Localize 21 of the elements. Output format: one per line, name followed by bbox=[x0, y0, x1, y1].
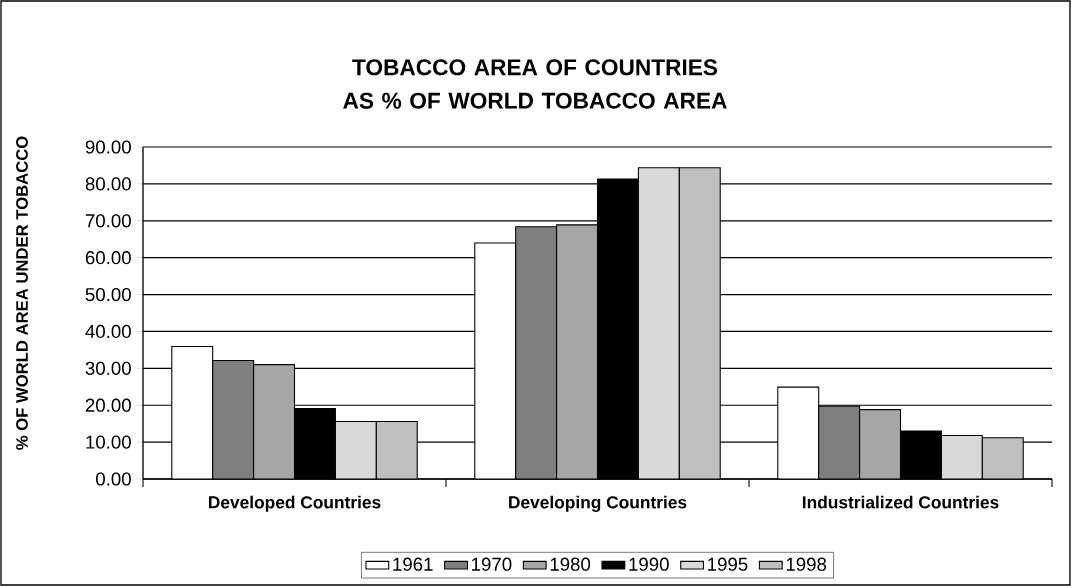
x-tick-label: Developed Countries bbox=[208, 495, 381, 512]
chart-title: TOBACCO AREA OF COUNTRIES AS % OF WORLD TOBACCO AREA bbox=[343, 59, 727, 109]
y-axis-title: % OF WORLD AREA UNDER TOBACCO bbox=[16, 136, 28, 450]
legend-label: 1961 bbox=[393, 557, 433, 571]
legend-label: 1980 bbox=[550, 557, 591, 571]
y-tick-label: 90.00 bbox=[85, 140, 131, 154]
y-tick-label: 0.00 bbox=[96, 472, 131, 486]
legend-label: 1995 bbox=[708, 557, 748, 571]
x-tick-label: Developing Countries bbox=[509, 495, 687, 512]
y-tick-label: 10.00 bbox=[86, 435, 131, 449]
y-tick-label: 70.00 bbox=[85, 214, 131, 228]
y-tick-label: 80.00 bbox=[85, 177, 131, 191]
legend-label: 1998 bbox=[786, 557, 827, 571]
legend-label: 1970 bbox=[472, 557, 512, 571]
y-tick-label: 50.00 bbox=[85, 287, 131, 302]
y-tick-label: 60.00 bbox=[85, 251, 131, 265]
y-tick-label: 20.00 bbox=[85, 398, 131, 412]
y-tick-label: 40.00 bbox=[85, 324, 131, 339]
y-tick-label: 30.00 bbox=[85, 361, 131, 375]
legend-label: 1990 bbox=[629, 557, 669, 571]
x-tick-label: Industrialized Countries bbox=[802, 495, 999, 509]
